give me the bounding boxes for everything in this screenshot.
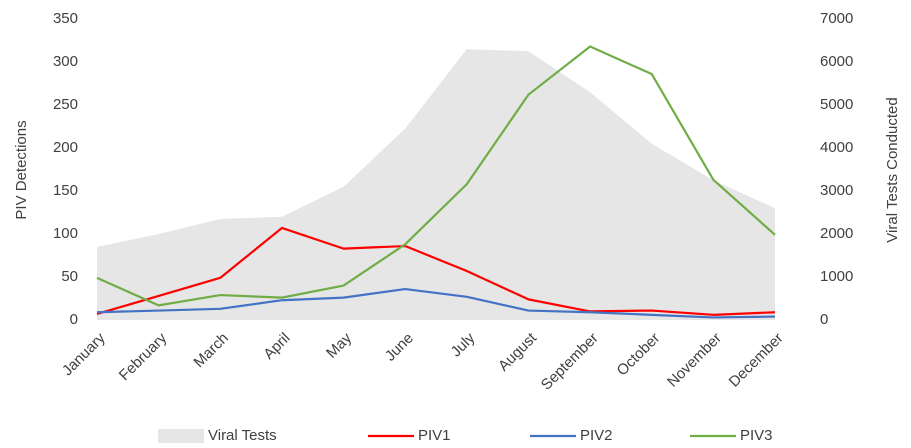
y-tick-label: 350 — [53, 10, 78, 27]
area — [97, 49, 775, 320]
y2-tick-label: 7000 — [820, 10, 853, 27]
y2-tick-label: 0 — [820, 311, 828, 328]
line — [96, 287, 776, 319]
y-tick-label: 300 — [53, 53, 78, 70]
x-tick-label: September — [538, 330, 602, 394]
legend-label: Viral Tests — [208, 427, 277, 444]
y2-tick-label: 1000 — [820, 268, 853, 285]
y2-tick-label: 6000 — [820, 53, 853, 70]
legend-label: PIV3 — [740, 427, 773, 444]
y2-tick-label: 2000 — [820, 225, 853, 242]
y-tick-label: 50 — [61, 268, 78, 285]
y-tick-label: 250 — [53, 96, 78, 113]
x-tick-label: July — [448, 329, 479, 360]
y-tick-label: 200 — [53, 139, 78, 156]
x-tick-label: January — [59, 329, 109, 379]
y2-tick-label: 5000 — [820, 96, 853, 113]
x-tick-label: February — [116, 329, 171, 384]
x-tick-label: December — [726, 330, 787, 391]
y-tick-label: 100 — [53, 225, 78, 242]
y2-tick-label: 3000 — [820, 182, 853, 199]
y-tick-label: 0 — [70, 311, 78, 328]
line — [96, 45, 776, 307]
x-tick-label: June — [382, 330, 417, 365]
x-tick-label: April — [260, 330, 293, 363]
legend-label: PIV2 — [580, 427, 613, 444]
legend-label: PIV1 — [418, 427, 451, 444]
y2-tick-label: 4000 — [820, 139, 853, 156]
x-tick-label: March — [190, 330, 231, 371]
y-axis-title: PIV Detections — [13, 120, 30, 219]
line — [96, 226, 776, 316]
y2-axis-title: Viral Tests Conducted — [884, 97, 901, 242]
x-tick-label: November — [664, 330, 725, 391]
x-tick-label: October — [614, 330, 664, 380]
x-tick-label: August — [495, 329, 541, 375]
legend-swatch — [158, 429, 204, 443]
y-tick-label: 150 — [53, 182, 78, 199]
x-tick-label: May — [323, 329, 355, 361]
